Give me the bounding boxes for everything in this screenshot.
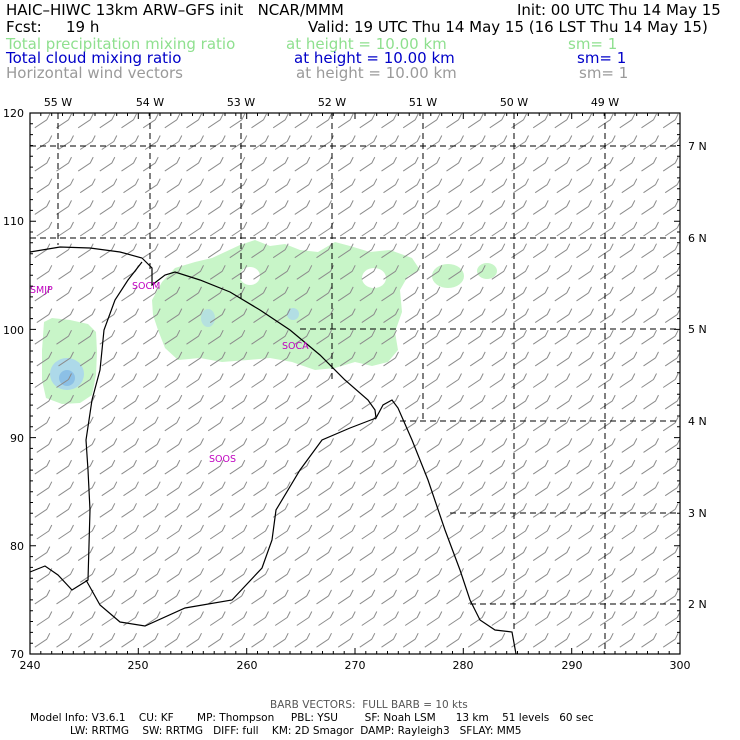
field-cloud-name: Total cloud mixing ratio bbox=[6, 49, 182, 67]
y-tick-label: 100 bbox=[3, 324, 24, 337]
station-label: SOCM bbox=[132, 281, 160, 292]
field-wind-name: Horizontal wind vectors bbox=[6, 64, 183, 82]
latitude-label: 7 N bbox=[688, 140, 707, 153]
x-tick-label: 240 bbox=[20, 659, 41, 672]
x-tick-label: 260 bbox=[237, 659, 258, 672]
wind-barb-field bbox=[34, 113, 681, 648]
longitude-label: 54 W bbox=[136, 96, 164, 109]
station-label: SOCA bbox=[282, 341, 309, 352]
longitude-label: 55 W bbox=[44, 96, 72, 109]
wind-barbs bbox=[34, 113, 681, 648]
field-cloud-smoothing: sm= 1 bbox=[577, 49, 627, 67]
longitude-label: 49 W bbox=[591, 96, 619, 109]
field-wind-smoothing: sm= 1 bbox=[579, 64, 629, 82]
frame-tick-marks bbox=[29, 112, 681, 655]
latitude-label: 4 N bbox=[688, 415, 707, 428]
init-time: Init: 00 UTC Thu 14 May 15 bbox=[517, 1, 721, 19]
longitude-label: 53 W bbox=[227, 96, 255, 109]
coastline bbox=[29, 246, 517, 655]
plot-title: HAIC–HIWC 13km ARW–GFS init NCAR/MMM bbox=[6, 1, 344, 19]
latitude-label: 5 N bbox=[688, 323, 707, 336]
y-tick-label: 120 bbox=[3, 107, 24, 120]
x-tick-label: 280 bbox=[453, 659, 474, 672]
y-tick-label: 110 bbox=[3, 215, 24, 228]
x-tick-label: 270 bbox=[345, 659, 366, 672]
field-wind-level: at height = 10.00 km bbox=[296, 64, 457, 82]
y-tick-label: 70 bbox=[10, 648, 24, 661]
latitude-label: 6 N bbox=[688, 232, 707, 245]
forecast-hour: 19 h bbox=[66, 18, 100, 36]
field-cloud-level: at height = 10.00 km bbox=[294, 49, 455, 67]
field-precip-name: Total precipitation mixing ratio bbox=[6, 35, 236, 53]
y-tick-label: 80 bbox=[10, 540, 24, 553]
grid-tick-marks bbox=[29, 112, 681, 655]
latlon-grid bbox=[30, 113, 680, 654]
precip-shading bbox=[42, 240, 497, 404]
longitude-labels: 55 W 54 W 53 W 52 W 51 W 50 W 49 W bbox=[44, 96, 619, 109]
field-precip-level: at height = 10.00 km bbox=[286, 35, 447, 53]
precip-gaps bbox=[240, 267, 386, 288]
station-label: SOOS bbox=[209, 454, 236, 465]
coastlines bbox=[29, 246, 517, 655]
border-suriname-french-guiana bbox=[85, 417, 377, 627]
x-tick-label: 250 bbox=[128, 659, 149, 672]
y-tick-label: 90 bbox=[10, 432, 24, 445]
barb-legend: BARB VECTORS: FULL BARB = 10 kts bbox=[270, 699, 468, 711]
model-info-line-1: Model Info: V3.6.1 CU: KF MP: Thompson P… bbox=[30, 712, 594, 724]
longitude-label: 52 W bbox=[318, 96, 346, 109]
field-precip-smoothing: sm= 1 bbox=[568, 35, 618, 53]
x-tick-labels: 240 250 260 270 280 290 300 bbox=[20, 659, 691, 672]
latitude-label: 3 N bbox=[688, 507, 707, 520]
latitude-labels: 2 N 3 N 4 N 5 N 6 N 7 N bbox=[688, 140, 707, 611]
longitude-label: 51 W bbox=[409, 96, 437, 109]
forecast-label: Fcst: bbox=[6, 18, 42, 36]
model-info-line-2: LW: RRTMG SW: RRTMG DIFF: full KM: 2D Sm… bbox=[70, 725, 522, 737]
latitude-label: 2 N bbox=[688, 598, 707, 611]
valid-time: Valid: 19 UTC Thu 14 May 15 (16 LST Thu … bbox=[308, 18, 708, 36]
station-label: SMJP bbox=[30, 285, 53, 296]
y-tick-labels: 70 80 90 100 110 120 bbox=[3, 107, 24, 661]
border-guyana-suriname bbox=[29, 261, 143, 591]
x-tick-label: 290 bbox=[562, 659, 583, 672]
longitude-label: 50 W bbox=[500, 96, 528, 109]
x-tick-label: 300 bbox=[670, 659, 691, 672]
